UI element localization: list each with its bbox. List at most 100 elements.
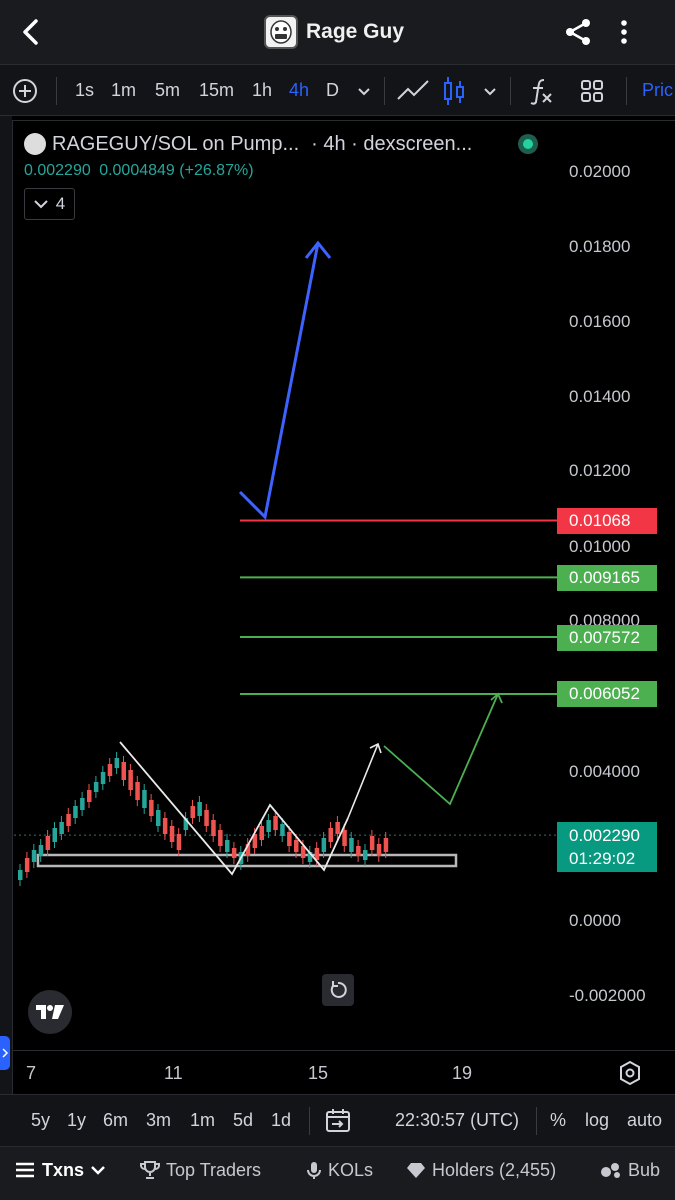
price-tag-red: 0.01068 xyxy=(557,508,657,534)
divider xyxy=(384,77,385,105)
settings-icon[interactable] xyxy=(616,1059,644,1087)
range-1d[interactable]: 1d xyxy=(271,1110,292,1130)
current-price: 0.002290 xyxy=(569,826,640,845)
range-1m[interactable]: 1m xyxy=(190,1110,216,1130)
auto-toggle[interactable]: auto xyxy=(627,1110,663,1130)
legend-pair: RAGEGUY/SOL on Pump... xyxy=(52,132,300,155)
divider xyxy=(626,77,627,105)
interval-4h[interactable]: 4h xyxy=(289,80,310,100)
interval-5m[interactable]: 5m xyxy=(155,80,181,100)
price-tag-green: 0.007572 xyxy=(557,625,657,651)
chevron-down-icon xyxy=(34,200,48,209)
time-tick: 19 xyxy=(452,1063,473,1083)
app-header: Rage Guy xyxy=(0,0,675,64)
price-tick: 0.01000 xyxy=(569,537,631,556)
time-tick: 15 xyxy=(308,1063,329,1083)
back-icon[interactable] xyxy=(14,14,50,50)
tab-top-traders[interactable]: Top Traders xyxy=(140,1147,261,1193)
range-5d[interactable]: 5d xyxy=(233,1110,254,1130)
legend-interval-source: · 4h · dexscreen... xyxy=(311,132,473,155)
rage-face-icon xyxy=(270,20,292,44)
price-tick: 0.01800 xyxy=(569,237,631,256)
divider xyxy=(309,1107,310,1135)
token-avatar xyxy=(264,15,298,49)
chevron-down-icon[interactable] xyxy=(356,83,372,99)
function-icon[interactable] xyxy=(528,77,554,105)
reset-chart-button[interactable] xyxy=(322,974,354,1006)
divider xyxy=(510,77,511,105)
legend-price: 0.002290 xyxy=(24,162,91,179)
range-6m[interactable]: 6m xyxy=(103,1110,129,1130)
price-toggle[interactable]: Pric xyxy=(642,80,673,100)
reset-icon xyxy=(330,981,347,998)
price-tick: -0.002000 xyxy=(569,986,646,1005)
price-tick: 0.01200 xyxy=(569,461,631,480)
token-title: Rage Guy xyxy=(264,14,404,50)
go-to-date-icon[interactable] xyxy=(324,1107,352,1135)
price-tick: 0.01400 xyxy=(569,387,631,406)
share-icon[interactable] xyxy=(562,16,594,48)
indicator-count: 4 xyxy=(55,194,66,213)
line-tool-icon[interactable] xyxy=(396,77,430,105)
trophy-icon xyxy=(140,1161,160,1179)
interval-d[interactable]: D xyxy=(326,80,339,100)
diamond-icon xyxy=(407,1163,425,1178)
ohlc-values: 0.002290 0.0004849 (+26.87%) xyxy=(24,162,254,180)
indicators-toggle[interactable]: 4 xyxy=(24,188,75,220)
tab-bubblemaps-label: Bub xyxy=(628,1160,661,1180)
interval-1h[interactable]: 1h xyxy=(252,80,273,100)
price-tick: 0.0000 xyxy=(569,911,621,930)
more-vertical-icon[interactable] xyxy=(612,16,636,48)
clock-utc[interactable]: 22:30:57 (UTC) xyxy=(395,1110,520,1130)
range-3m[interactable]: 3m xyxy=(146,1110,172,1130)
price-tag-green: 0.009165 xyxy=(557,565,657,591)
microphone-icon xyxy=(307,1162,321,1179)
price-tick: 0.01600 xyxy=(569,312,631,331)
range-bar: 5y 1y 6m 3m 1m 5d 1d 22:30:57 (UTC) % lo… xyxy=(0,1094,675,1146)
chart-toolbar: 1s 1m 5m 15m 1h 4h D Pric xyxy=(0,64,675,116)
price-tick: 0.02000 xyxy=(569,162,631,181)
interval-15m[interactable]: 15m xyxy=(199,80,235,100)
chevron-down-icon xyxy=(91,1166,105,1175)
tab-txns[interactable]: Txns xyxy=(14,1147,106,1193)
tab-txns-label: Txns xyxy=(42,1160,85,1180)
tab-holders-label: Holders (2,455) xyxy=(432,1160,557,1180)
tradingview-logo[interactable] xyxy=(28,990,72,1034)
divider xyxy=(56,77,57,105)
layout-grid-icon[interactable] xyxy=(580,79,604,103)
live-status-icon xyxy=(518,134,538,154)
range-5y[interactable]: 5y xyxy=(31,1110,51,1130)
bubbles-icon xyxy=(601,1163,620,1178)
tab-bubblemaps[interactable]: Bub xyxy=(600,1147,675,1193)
left-rail xyxy=(0,116,12,1096)
chart-panel[interactable] xyxy=(12,120,675,1094)
current-price-tag: 0.002290 01:29:02 xyxy=(557,822,657,872)
chart-legend: RAGEGUY/SOL on Pump... · 4h · dexscreen.… xyxy=(24,130,538,158)
percent-toggle[interactable]: % xyxy=(550,1110,567,1130)
price-tag-green: 0.006052 xyxy=(557,681,657,707)
tab-kols[interactable]: KOLs xyxy=(306,1147,373,1193)
list-icon xyxy=(16,1162,34,1178)
sidebar-toggle[interactable] xyxy=(0,1036,10,1070)
chevron-right-icon xyxy=(2,1048,9,1058)
add-indicator-icon[interactable] xyxy=(12,78,38,104)
tradingview-icon xyxy=(36,1005,64,1019)
time-tick: 7 xyxy=(26,1063,37,1083)
interval-1m[interactable]: 1m xyxy=(111,80,137,100)
interval-1s[interactable]: 1s xyxy=(75,80,95,100)
candles-icon[interactable] xyxy=(442,75,466,107)
log-toggle[interactable]: log xyxy=(585,1110,610,1130)
token-icon xyxy=(24,133,46,155)
tab-kols-label: KOLs xyxy=(328,1160,374,1180)
chevron-down-icon[interactable] xyxy=(482,83,498,99)
tab-top-traders-label: Top Traders xyxy=(166,1160,262,1180)
range-1y[interactable]: 1y xyxy=(67,1110,87,1130)
divider xyxy=(536,1107,537,1135)
tab-holders[interactable]: Holders (2,455) xyxy=(406,1147,556,1193)
bottom-nav: Txns Top Traders KOLs Holders (2,455) Bu… xyxy=(0,1146,675,1200)
time-axis: 7 11 15 19 xyxy=(12,1050,675,1094)
page-title: Rage Guy xyxy=(306,20,405,43)
legend-change: 0.0004849 (+26.87%) xyxy=(99,162,254,179)
bar-countdown: 01:29:02 xyxy=(569,849,636,868)
time-tick: 11 xyxy=(164,1063,183,1083)
